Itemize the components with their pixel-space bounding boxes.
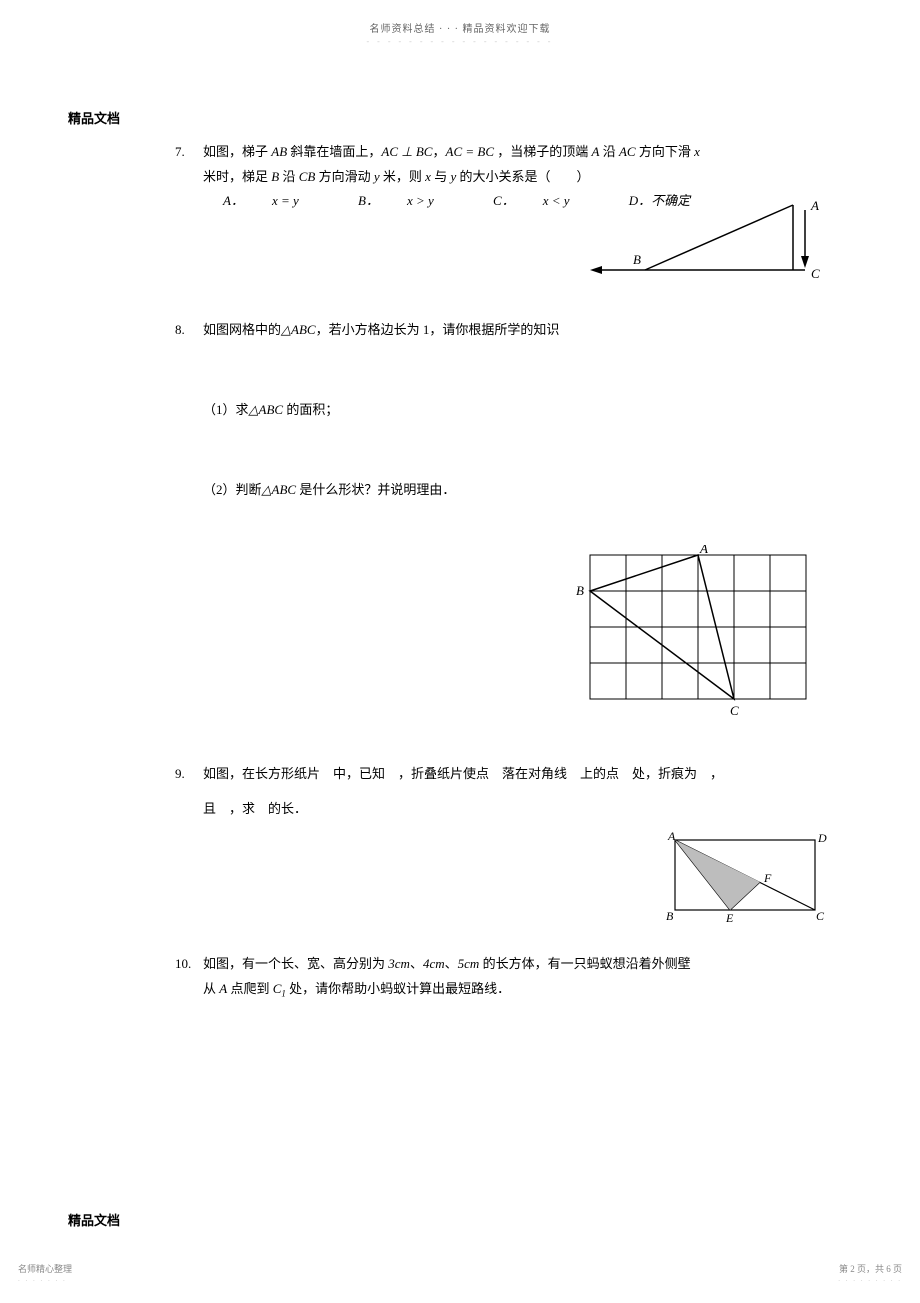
- header-dots: - - - - - - - - - - - - - - - - - -: [0, 37, 920, 46]
- svg-text:C: C: [816, 909, 825, 923]
- q7-line1: 如图，梯子 AB 斜靠在墙面上，AC ⊥ BC，AC = BC ，当梯子的顶端 …: [203, 140, 815, 165]
- page-top-header: 名师资料总结 · · · 精品资料欢迎下载 - - - - - - - - - …: [0, 0, 920, 46]
- svg-text:D: D: [817, 831, 827, 845]
- footer-left: 名师精心整理 . . . . . . .: [18, 1262, 72, 1283]
- q10-number: 10.: [175, 952, 203, 977]
- footer-right: 第 2 页，共 6 页 . . . . . . . . .: [838, 1262, 902, 1283]
- svg-text:A: A: [699, 545, 708, 556]
- svg-text:A: A: [667, 830, 676, 843]
- q9-figure: A D B E C F: [660, 830, 835, 934]
- svg-text:B: B: [576, 583, 584, 598]
- q8-sub1: （1）求△ABC 的面积；: [175, 398, 815, 423]
- question-8: 8. 如图网格中的△ABC，若小方格边长为 1，请你根据所学的知识: [175, 318, 815, 343]
- svg-text:C: C: [730, 703, 739, 718]
- q9-line1: 如图，在长方形纸片 中，已知 ，折叠纸片使点 落在对角线 上的点 处，折痕为 ，: [203, 762, 815, 787]
- q9-line2: 且 ，求 的长．: [203, 797, 815, 822]
- q8-sub2: （2）判断△ABC 是什么形状？并说明理由．: [175, 478, 815, 503]
- question-9: 9. 如图，在长方形纸片 中，已知 ，折叠纸片使点 落在对角线 上的点 处，折痕…: [175, 762, 815, 821]
- section-label-top: 精品文档: [68, 108, 120, 127]
- q7-figure: A B C: [575, 200, 825, 284]
- svg-text:E: E: [725, 911, 734, 925]
- question-10: 10. 如图，有一个长、宽、高分别为 3cm、4cm、5cm 的长方体，有一只蚂…: [175, 952, 815, 1002]
- q9-number: 9.: [175, 762, 203, 787]
- section-label-bottom: 精品文档: [68, 1210, 120, 1229]
- q8-text: 如图网格中的△ABC，若小方格边长为 1，请你根据所学的知识: [203, 318, 815, 343]
- svg-text:A: A: [810, 200, 819, 213]
- q10-line2: 从 A 点爬到 C1 处，请你帮助小蚂蚁计算出最短路线．: [203, 977, 815, 1003]
- header-text: 名师资料总结 · · · 精品资料欢迎下载: [0, 20, 920, 35]
- svg-text:B: B: [666, 909, 674, 923]
- q8-figure: A B C: [570, 545, 830, 729]
- svg-text:C: C: [811, 266, 820, 280]
- q8-number: 8.: [175, 318, 203, 343]
- q7-line2: 米时，梯足 B 沿 CB 方向滑动 y 米，则 x 与 y 的大小关系是（ ）: [203, 165, 815, 190]
- q7-number: 7.: [175, 140, 203, 165]
- svg-text:B: B: [633, 252, 641, 267]
- svg-text:F: F: [763, 871, 772, 885]
- q10-line1: 如图，有一个长、宽、高分别为 3cm、4cm、5cm 的长方体，有一只蚂蚁想沿着…: [203, 952, 815, 977]
